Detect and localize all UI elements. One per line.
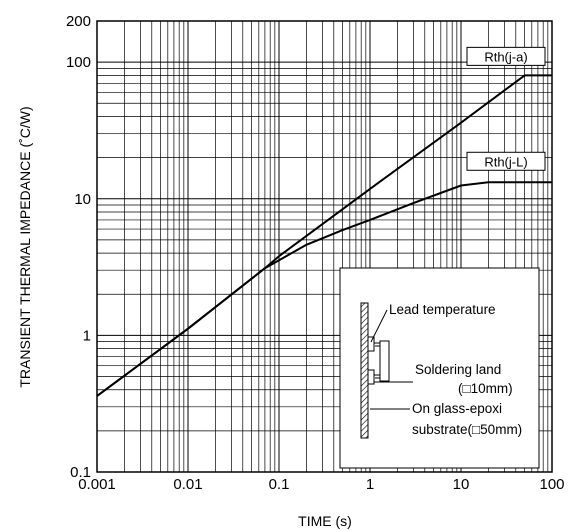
substrate-board — [360, 302, 369, 439]
series-label: Rth(j-a) — [484, 49, 527, 64]
series-label: Rth(j-L) — [484, 154, 527, 169]
y-tick-label: 10 — [74, 191, 91, 208]
substrate-size: substrate(□50mm) — [412, 422, 522, 437]
series-label-box — [466, 151, 546, 171]
y-tick-label: 1 — [83, 327, 91, 344]
soldering-land-size: (□10mm) — [458, 381, 513, 396]
x-tick-label: 0.01 — [173, 476, 202, 493]
y-tick-labels: 0.1 1 10 100 200 — [66, 13, 91, 481]
series-line-rth-j-l — [96, 181, 552, 397]
substrate-label: On glass-epoxi — [412, 401, 502, 416]
inset-diagram: Lead temperature Soldering land (□10mm) … — [339, 267, 540, 469]
x-tick-label: 0.1 — [269, 476, 290, 493]
series-label-box — [466, 46, 546, 66]
x-tick-labels: 0.001 0.01 0.1 1 10 100 — [78, 476, 564, 493]
lead-leader — [370, 309, 388, 343]
soldering-land-top — [367, 336, 375, 352]
y-axis-title: TRANSIENT THERMAL IMPEDANCE (˚C/W) — [17, 106, 33, 387]
component-body — [379, 340, 390, 382]
soldering-land-label: Soldering land — [415, 362, 501, 377]
inset-box — [339, 267, 540, 469]
y-tick-label: 0.1 — [70, 464, 91, 481]
x-axis-title: TIME (s) — [298, 513, 352, 529]
x-tick-label: 100 — [539, 476, 564, 493]
x-tick-label: 10 — [453, 476, 470, 493]
y-tick-label: 100 — [66, 54, 91, 71]
series-lines — [96, 74, 552, 397]
y-tick-label: 200 — [66, 13, 91, 30]
series-labels: Rth(j-a) Rth(j-L) — [466, 46, 546, 171]
lead-temperature-label: Lead temperature — [389, 302, 496, 317]
plot-frame — [96, 20, 553, 473]
soldering-land-bottom — [367, 369, 375, 385]
x-tick-label: 1 — [366, 476, 374, 493]
x-tick-label: 0.001 — [78, 476, 116, 493]
